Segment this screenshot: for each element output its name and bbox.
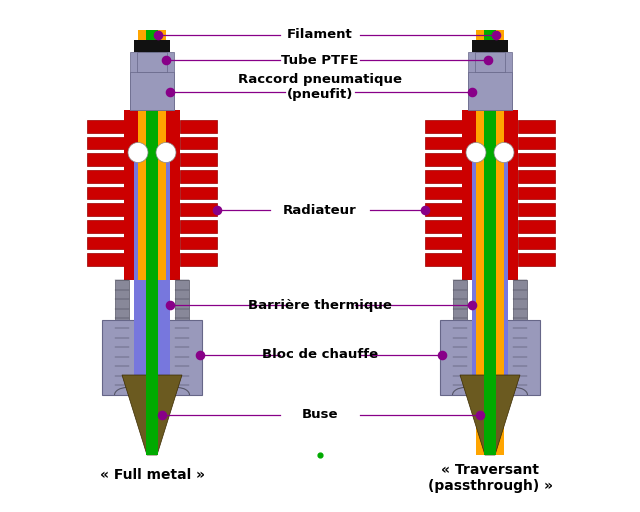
Text: Buse: Buse	[301, 409, 339, 421]
Point	[437, 351, 447, 359]
Bar	[87, 237, 124, 249]
Bar	[175, 280, 189, 395]
Bar	[180, 203, 217, 216]
Bar	[180, 253, 217, 266]
Bar	[130, 72, 174, 110]
Bar	[87, 203, 124, 216]
Point	[491, 31, 501, 39]
Bar	[440, 320, 540, 395]
Point	[420, 206, 430, 214]
Circle shape	[128, 142, 148, 162]
Bar	[146, 30, 158, 455]
Point	[212, 206, 222, 214]
Bar	[425, 253, 462, 266]
Text: Barrière thermique: Barrière thermique	[248, 298, 392, 311]
Point	[165, 301, 175, 309]
Text: « Full metal »: « Full metal »	[99, 468, 205, 482]
Bar	[115, 280, 129, 395]
Point	[467, 88, 477, 96]
Bar	[158, 30, 166, 280]
Bar	[87, 153, 124, 166]
Bar	[518, 220, 555, 232]
Bar	[518, 187, 555, 199]
Bar	[518, 120, 555, 133]
Point	[157, 411, 167, 419]
Bar	[425, 237, 462, 249]
Bar	[476, 30, 484, 455]
Bar	[425, 137, 462, 150]
Point	[165, 88, 175, 96]
Bar	[87, 220, 124, 232]
Bar	[518, 253, 555, 266]
Bar	[134, 40, 170, 52]
Bar	[138, 30, 146, 280]
Bar	[87, 253, 124, 266]
Bar	[124, 110, 180, 280]
Bar	[130, 52, 174, 110]
Bar	[425, 203, 462, 216]
Circle shape	[156, 142, 176, 162]
Bar	[518, 153, 555, 166]
Bar	[462, 110, 518, 280]
Polygon shape	[122, 375, 182, 455]
Bar	[518, 237, 555, 249]
Bar	[425, 220, 462, 232]
Bar	[453, 280, 467, 395]
Bar	[102, 320, 202, 395]
Bar	[87, 170, 124, 183]
Bar	[180, 120, 217, 133]
Bar	[513, 280, 527, 395]
Bar	[180, 237, 217, 249]
Bar	[180, 137, 217, 150]
Text: Radiateur: Radiateur	[283, 203, 357, 217]
Bar	[518, 137, 555, 150]
Bar	[180, 220, 217, 232]
Bar	[484, 30, 496, 455]
Point	[161, 56, 171, 64]
Bar	[137, 52, 167, 72]
Bar	[472, 40, 508, 52]
Point	[153, 31, 163, 39]
Bar	[134, 150, 170, 395]
Circle shape	[494, 142, 514, 162]
Point	[315, 451, 325, 459]
Point	[475, 411, 485, 419]
Point	[483, 56, 493, 64]
Bar	[425, 187, 462, 199]
Point	[195, 351, 205, 359]
Bar	[425, 170, 462, 183]
Bar	[468, 72, 512, 110]
Bar	[180, 170, 217, 183]
Text: Bloc de chauffe: Bloc de chauffe	[262, 349, 378, 361]
Point	[467, 301, 477, 309]
Bar	[472, 150, 508, 395]
Text: Tube PTFE: Tube PTFE	[282, 53, 358, 67]
Bar	[180, 187, 217, 199]
Bar	[518, 170, 555, 183]
Bar	[468, 52, 512, 110]
Bar	[518, 203, 555, 216]
Bar	[425, 153, 462, 166]
Bar	[475, 52, 505, 72]
Bar	[87, 120, 124, 133]
Polygon shape	[460, 375, 520, 455]
Bar	[180, 153, 217, 166]
Text: Filament: Filament	[287, 29, 353, 41]
Circle shape	[466, 142, 486, 162]
Bar	[496, 30, 504, 455]
Bar	[87, 187, 124, 199]
Text: « Traversant
(passthrough) »: « Traversant (passthrough) »	[428, 463, 552, 493]
Text: Raccord pneumatique
(pneufit): Raccord pneumatique (pneufit)	[238, 73, 402, 101]
Bar	[425, 120, 462, 133]
Bar	[87, 137, 124, 150]
